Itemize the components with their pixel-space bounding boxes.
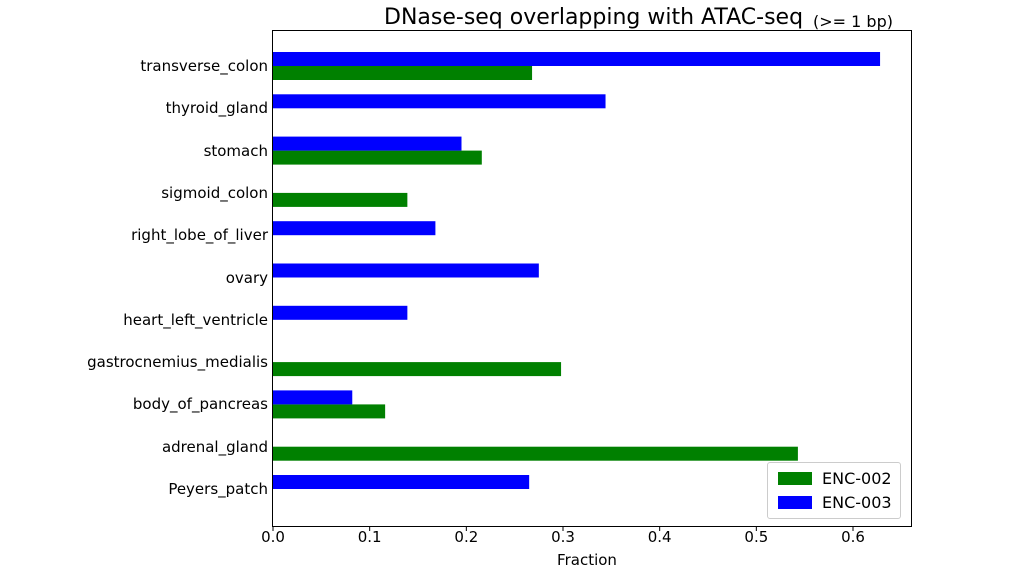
bar-enc-002-sigmoid-colon bbox=[273, 192, 408, 207]
legend-swatch-enc-002 bbox=[778, 472, 812, 485]
category-label-sigmoid-colon: sigmoid_colon bbox=[161, 183, 268, 202]
x-tick-label-0: 0.0 bbox=[261, 528, 285, 546]
legend-label-enc-003: ENC-003 bbox=[822, 493, 892, 512]
x-tick-label-4: 0.4 bbox=[647, 528, 672, 546]
bar-enc-003-heart-left-ventricle bbox=[273, 305, 408, 320]
bars-group bbox=[273, 52, 881, 489]
category-label-body-of-pancreas: body_of_pancreas bbox=[132, 395, 268, 414]
bar-enc-003-stomach bbox=[273, 136, 462, 151]
bar-enc-003-body-of-pancreas bbox=[273, 390, 353, 405]
bar-enc-003-right-lobe-of-liver bbox=[273, 221, 436, 236]
legend: ENC-002 ENC-003 bbox=[767, 462, 901, 519]
category-label-transverse-colon: transverse_colon bbox=[140, 57, 268, 75]
bar-enc-002-stomach bbox=[273, 150, 482, 165]
bar-enc-003-transverse-colon bbox=[273, 52, 881, 66]
bar-enc-003-thyroid-gland bbox=[273, 94, 606, 109]
x-axis-label: Fraction bbox=[557, 551, 617, 569]
category-label-right-lobe-of-liver: right_lobe_of_liver bbox=[131, 226, 268, 245]
x-tick-label-6: 0.6 bbox=[841, 528, 865, 546]
category-label-stomach: stomach bbox=[203, 141, 268, 160]
chart-title: DNase-seq overlapping with ATAC-seq bbox=[384, 5, 804, 30]
bar-enc-002-body-of-pancreas bbox=[273, 404, 386, 419]
category-label-peyers-patch: Peyers_patch bbox=[168, 480, 268, 498]
bar-enc-003-ovary bbox=[273, 263, 539, 278]
x-tick-label-3: 0.3 bbox=[551, 528, 575, 546]
category-label-thyroid-gland: thyroid_gland bbox=[165, 99, 268, 118]
category-label-heart-left-ventricle: heart_left_ventricle bbox=[123, 310, 268, 329]
category-label-gastrocnemius-medialis: gastrocnemius_medialis bbox=[87, 353, 268, 372]
x-tick-label-5: 0.5 bbox=[744, 528, 769, 546]
category-label-adrenal-gland: adrenal_gland bbox=[161, 437, 268, 456]
bar-enc-002-adrenal-gland bbox=[273, 446, 798, 461]
legend-label-enc-002: ENC-002 bbox=[822, 469, 892, 488]
bar-enc-002-transverse-colon bbox=[273, 66, 533, 80]
x-tick-label-1: 0.1 bbox=[357, 528, 382, 546]
legend-swatch-enc-003 bbox=[778, 496, 812, 509]
category-label-ovary: ovary bbox=[225, 268, 268, 287]
bar-enc-002-gastrocnemius-medialis bbox=[273, 362, 562, 377]
chart-subtitle: (>= 1 bp) bbox=[813, 12, 893, 31]
x-tick-label-2: 0.2 bbox=[454, 528, 479, 546]
bar-enc-003-peyers-patch bbox=[273, 475, 530, 489]
plot-frame bbox=[272, 30, 912, 527]
